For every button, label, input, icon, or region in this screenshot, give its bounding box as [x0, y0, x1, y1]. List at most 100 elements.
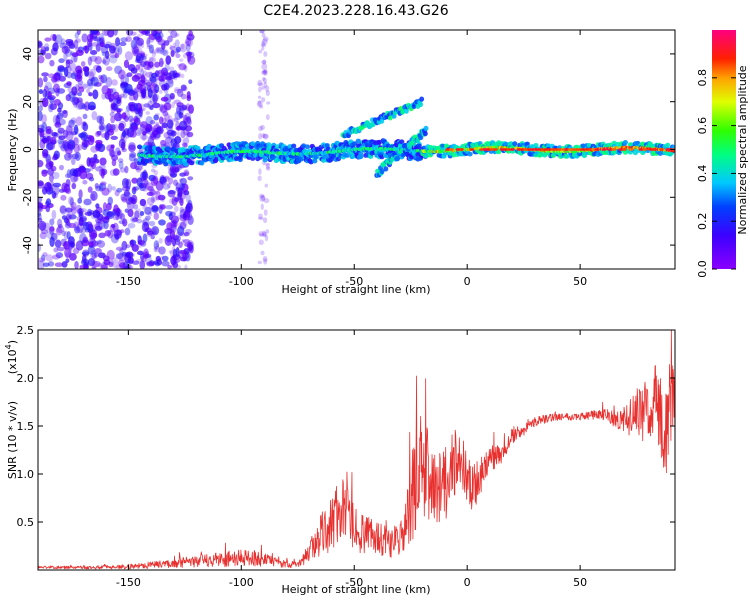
- heatmap-cell: [87, 228, 96, 233]
- heatmap-cell: [98, 183, 104, 192]
- heatmap-cell: [103, 30, 109, 36]
- heatmap-cell: [168, 121, 174, 127]
- heatmap-cell: [175, 264, 182, 269]
- heatmap-cell: [75, 49, 84, 57]
- heatmap-cell: [186, 131, 194, 138]
- heatmap-cell: [73, 143, 80, 154]
- heatmap-cell: [258, 213, 263, 219]
- heatmap-cell: [60, 38, 66, 45]
- heatmap-cell: [183, 219, 188, 227]
- heatmap-cell: [118, 122, 125, 132]
- heatmap-cell: [167, 115, 173, 123]
- heatmap-cell: [162, 183, 171, 190]
- heatmap-cell: [170, 215, 180, 224]
- heatmap-cell: [78, 86, 85, 93]
- heatmap-cell: [61, 261, 68, 268]
- heatmap-cell: [142, 188, 148, 192]
- heatmap-cell: [50, 136, 57, 145]
- heatmap-cell: [181, 142, 188, 146]
- heatmap-cell: [57, 138, 65, 145]
- heatmap-cell: [169, 95, 175, 101]
- snr-x-tick-label: -150: [116, 576, 141, 589]
- heatmap-cell: [179, 197, 184, 207]
- heatmap-cell: [137, 239, 145, 246]
- heatmap-cell: [150, 168, 156, 173]
- heatmap-cell: [48, 174, 54, 183]
- heatmap-cell: [65, 38, 74, 44]
- heatmap-cell: [141, 134, 147, 142]
- heatmap-cell: [82, 236, 89, 244]
- heatmap-cell: [165, 205, 174, 210]
- heatmap-cell: [99, 168, 106, 177]
- colorbar-tick-label: 0.8: [696, 69, 709, 87]
- heatmap-cell: [128, 115, 134, 123]
- heatmap-cell: [38, 89, 44, 95]
- heatmap-cell: [53, 99, 62, 106]
- heatmap-cell: [144, 123, 152, 132]
- heatmap-cell: [51, 209, 57, 220]
- heatmap-cell: [324, 143, 330, 148]
- heatmap-cell: [70, 117, 77, 124]
- heatmap-cell: [84, 45, 90, 54]
- heatmap-cell: [581, 153, 588, 159]
- heatmap-cell: [564, 148, 569, 151]
- heatmap-cell: [496, 149, 502, 155]
- heatmap-cell: [257, 79, 263, 87]
- heatmap-cell: [150, 89, 158, 94]
- heatmap-cell: [161, 117, 168, 123]
- colorbar-tick-label: 0.4: [696, 165, 709, 183]
- heatmap-cell: [140, 30, 144, 37]
- heatmap-cell: [48, 102, 54, 113]
- heatmap-cell: [259, 193, 265, 199]
- heatmap-cell: [158, 219, 166, 226]
- heatmap-cell: [109, 45, 116, 54]
- heatmap-cell: [90, 76, 99, 87]
- spectrogram-y-axis-label: Frequency (Hz): [6, 109, 19, 192]
- heatmap-cell: [167, 189, 176, 198]
- heatmap-cell: [51, 156, 58, 161]
- heatmap-cell: [388, 115, 393, 121]
- heatmap-cell: [86, 88, 91, 94]
- heatmap-cell: [170, 263, 175, 269]
- heatmap-cell: [82, 122, 89, 132]
- heatmap-cell: [54, 239, 62, 248]
- heatmap-cell: [150, 196, 156, 203]
- heatmap-cell: [110, 103, 119, 111]
- heatmap-cell: [131, 244, 139, 252]
- heatmap-cell: [69, 241, 75, 248]
- heatmap-cell: [144, 59, 151, 65]
- heatmap-cell: [182, 257, 187, 262]
- heatmap-cell: [150, 64, 155, 70]
- heatmap-cell: [608, 148, 613, 151]
- heatmap-cell: [161, 122, 168, 129]
- heatmap-cell: [261, 132, 265, 139]
- heatmap-cell: [133, 36, 140, 41]
- heatmap-cell: [262, 76, 266, 82]
- spectrogram-y-tick-label: 20: [21, 95, 34, 109]
- heatmap-cell: [261, 85, 266, 90]
- snr-y-ticks: 0.5 1.0 1.5 2.0 2.5: [17, 324, 675, 529]
- heatmap-cell: [40, 229, 49, 235]
- snr-x-tick-label: 0: [464, 576, 471, 589]
- heatmap-cell: [185, 203, 191, 212]
- heatmap-cell: [171, 101, 175, 109]
- heatmap-cell: [116, 150, 122, 156]
- heatmap-cell: [132, 187, 137, 192]
- heatmap-cell: [533, 148, 539, 151]
- heatmap-cell: [65, 59, 74, 65]
- heatmap-cell: [109, 123, 114, 134]
- heatmap-cell: [110, 105, 116, 113]
- heatmap-cell: [171, 237, 177, 247]
- heatmap-cell: [118, 69, 126, 80]
- heatmap-cell: [125, 196, 134, 205]
- heatmap-cell: [66, 81, 72, 86]
- spectrogram-heatmap: [38, 30, 675, 269]
- heatmap-cell: [45, 158, 52, 168]
- heatmap-cell: [108, 262, 114, 268]
- heatmap-cell: [38, 181, 45, 189]
- heatmap-cell: [186, 91, 191, 99]
- heatmap-cell: [91, 110, 98, 121]
- heatmap-cell: [95, 43, 101, 52]
- heatmap-cell: [176, 231, 182, 238]
- heatmap-cell: [38, 257, 46, 263]
